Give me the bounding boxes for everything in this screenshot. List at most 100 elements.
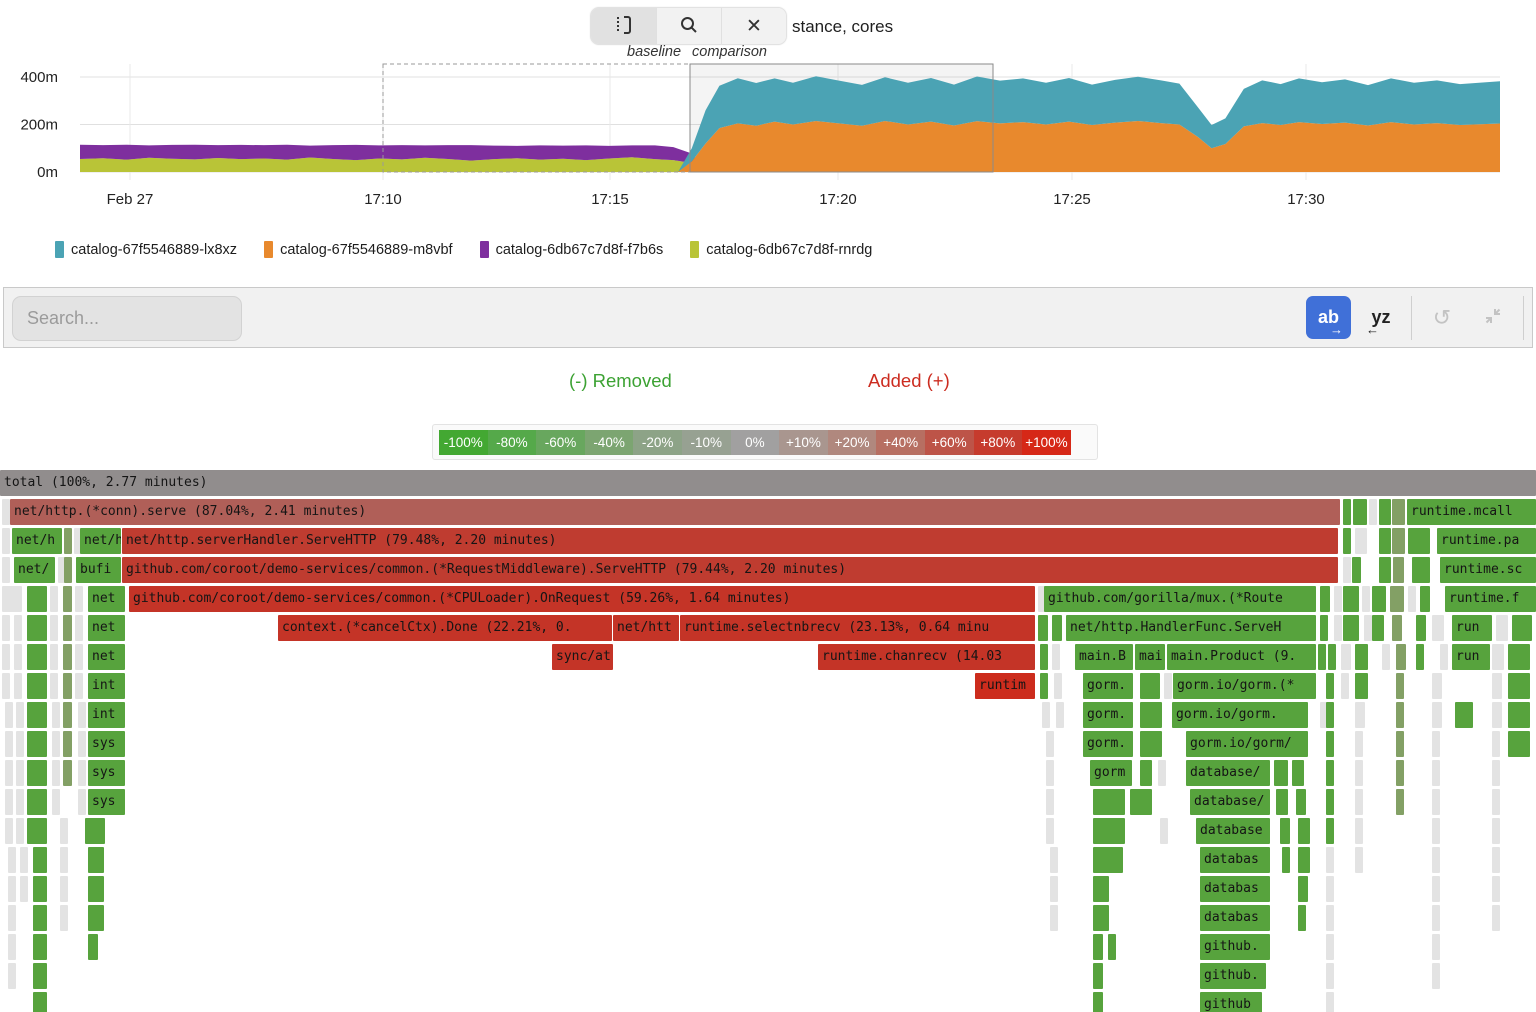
- flame-frame-sliver[interactable]: [1046, 731, 1054, 757]
- flame-frame-sliver[interactable]: [1432, 963, 1440, 989]
- flame-frame[interactable]: runtime.selectnbrecv (23.13%, 0.64 minu: [680, 615, 1035, 641]
- flame-frame-sliver[interactable]: [1362, 586, 1370, 612]
- close-selection-button[interactable]: ✕: [721, 8, 786, 44]
- flame-frame-sliver[interactable]: [1396, 731, 1404, 757]
- flame-frame-sliver[interactable]: [1492, 702, 1502, 728]
- flame-frame-sliver[interactable]: [50, 644, 58, 670]
- flame-frame-sliver[interactable]: [1355, 673, 1368, 699]
- flame-frame-sliver[interactable]: [1372, 586, 1386, 612]
- flame-frame-sliver[interactable]: [1390, 586, 1404, 612]
- flame-frame-sliver[interactable]: [1343, 615, 1359, 641]
- flame-frame-sliver[interactable]: [1140, 731, 1162, 757]
- flame-frame[interactable]: int: [88, 673, 125, 699]
- flame-frame-sliver[interactable]: [1416, 644, 1424, 670]
- flame-frame-sliver[interactable]: [1396, 673, 1404, 699]
- flame-frame-sliver[interactable]: [1320, 702, 1328, 728]
- flame-frame-sliver[interactable]: [1140, 702, 1162, 728]
- flame-frame[interactable]: gorm.io/gorm.: [1172, 702, 1308, 728]
- flame-frame-sliver[interactable]: [1355, 528, 1367, 554]
- legend-item[interactable]: catalog-6db67c7d8f-rnrdg: [690, 241, 872, 258]
- flame-frame-sliver[interactable]: [5, 789, 13, 815]
- flame-frame-sliver[interactable]: [1050, 847, 1058, 873]
- flame-frame-sliver[interactable]: [1052, 644, 1060, 670]
- flame-frame-sliver[interactable]: [1093, 992, 1103, 1012]
- flame-frame-sliver[interactable]: [14, 586, 22, 612]
- flame-frame-sliver[interactable]: [33, 876, 47, 902]
- flame-frame-sliver[interactable]: [1334, 586, 1342, 612]
- flame-frame-sliver[interactable]: [1352, 557, 1361, 583]
- flame-frame-sliver[interactable]: [1326, 789, 1334, 815]
- flame-frame-sliver[interactable]: [1496, 615, 1508, 641]
- flame-frame-sliver[interactable]: [27, 818, 47, 844]
- flame-frame[interactable]: runtime.mcall: [1407, 499, 1536, 525]
- flame-frame-sliver[interactable]: [1355, 789, 1363, 815]
- flame-frame-sliver[interactable]: [1393, 557, 1404, 583]
- flame-frame-sliver[interactable]: [1298, 818, 1310, 844]
- flame-frame-sliver[interactable]: [60, 905, 68, 931]
- flame-frame-sliver[interactable]: [75, 673, 83, 699]
- flame-frame-sliver[interactable]: [1396, 644, 1406, 670]
- flame-frame-sliver[interactable]: [27, 760, 47, 786]
- flame-frame-sliver[interactable]: [1440, 644, 1448, 670]
- flame-frame[interactable]: sys: [88, 789, 125, 815]
- flame-frame-sliver[interactable]: [1432, 818, 1440, 844]
- flame-frame-sliver[interactable]: [1298, 876, 1308, 902]
- flame-frame[interactable]: net: [88, 615, 125, 641]
- flame-frame-sliver[interactable]: [5, 731, 13, 757]
- flame-frame-sliver[interactable]: [52, 760, 60, 786]
- flame-frame-sliver[interactable]: [33, 847, 47, 873]
- flame-frame-sliver[interactable]: [14, 615, 22, 641]
- flame-frame-sliver[interactable]: [75, 644, 83, 670]
- flame-frame-sliver[interactable]: [1046, 818, 1054, 844]
- flame-frame-sliver[interactable]: [1343, 499, 1351, 525]
- flame-frame-sliver[interactable]: [1320, 615, 1328, 641]
- flame-frame-sliver[interactable]: [1492, 644, 1504, 670]
- select-range-button[interactable]: [591, 8, 656, 44]
- flame-frame-sliver[interactable]: [1130, 789, 1152, 815]
- flame-frame-sliver[interactable]: [88, 905, 104, 931]
- flame-frame-sliver[interactable]: [63, 586, 72, 612]
- flame-frame-sliver[interactable]: [14, 644, 22, 670]
- flame-frame-sliver[interactable]: [50, 586, 58, 612]
- flame-frame-sliver[interactable]: [1355, 760, 1363, 786]
- flame-frame-sliver[interactable]: [1396, 760, 1404, 786]
- reset-zoom-button[interactable]: ↺: [1421, 296, 1463, 339]
- zoom-button[interactable]: [656, 8, 721, 44]
- flame-frame-sliver[interactable]: [1432, 905, 1440, 931]
- flame-frame-sliver[interactable]: [2, 528, 10, 554]
- flame-frame[interactable]: net/http.serverHandler.ServeHTTP (79.48%…: [122, 528, 1338, 554]
- flame-frame-sliver[interactable]: [1408, 586, 1416, 612]
- flame-frame[interactable]: net/: [14, 557, 55, 583]
- flame-frame-sliver[interactable]: [64, 528, 72, 554]
- flame-frame-sliver[interactable]: [75, 586, 83, 612]
- flame-frame-sliver[interactable]: [1396, 702, 1404, 728]
- flame-frame-sliver[interactable]: [1379, 528, 1391, 554]
- flame-frame-sliver[interactable]: [1355, 818, 1363, 844]
- flame-frame[interactable]: github.: [1200, 963, 1266, 989]
- legend-item[interactable]: catalog-67f5546889-m8vbf: [264, 241, 453, 258]
- flame-frame[interactable]: github.com/coroot/demo-services/common.(…: [122, 557, 1338, 583]
- flame-frame-sliver[interactable]: [1512, 615, 1532, 641]
- flame-frame-sliver[interactable]: [1164, 673, 1172, 699]
- flame-frame-sliver[interactable]: [50, 673, 58, 699]
- collapse-button[interactable]: [1472, 296, 1514, 339]
- flame-frame[interactable]: runtime.f: [1445, 586, 1536, 612]
- flame-frame-sliver[interactable]: [58, 557, 66, 583]
- flame-frame-sliver[interactable]: [8, 847, 16, 873]
- flame-frame-sliver[interactable]: [1326, 673, 1334, 699]
- flame-frame-sliver[interactable]: [27, 731, 47, 757]
- flame-frame-sliver[interactable]: [1040, 644, 1048, 670]
- flame-frame-sliver[interactable]: [1412, 557, 1430, 583]
- flame-frame-sliver[interactable]: [8, 876, 16, 902]
- flame-frame-sliver[interactable]: [1432, 876, 1440, 902]
- flame-frame[interactable]: bufi: [76, 557, 121, 583]
- flame-frame-sliver[interactable]: [78, 760, 86, 786]
- flame-frame-sliver[interactable]: [1326, 905, 1334, 931]
- flame-frame-sliver[interactable]: [60, 818, 68, 844]
- flame-frame-sliver[interactable]: [1334, 615, 1342, 641]
- flame-frame-sliver[interactable]: [1408, 528, 1430, 554]
- flame-frame-sliver[interactable]: [1046, 789, 1054, 815]
- flame-frame-sliver[interactable]: [1038, 586, 1046, 612]
- flame-frame-sliver[interactable]: [1341, 673, 1349, 699]
- flame-frame-sliver[interactable]: [1392, 615, 1402, 641]
